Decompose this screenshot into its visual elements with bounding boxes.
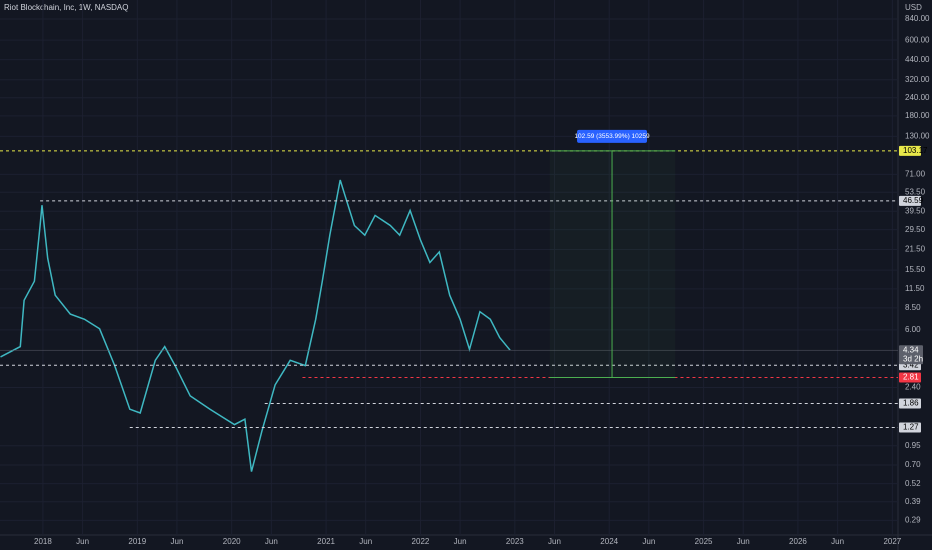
price-line: [0, 179, 511, 472]
level-tag: [899, 398, 921, 409]
y-tick-label: 71.00: [905, 170, 926, 179]
axis: 2018 Jun 2019 Jun 2020 Jun 2021 Jun 2022 Jun 2023 J…: [34, 14, 930, 546]
chart-title: Riot Blockchain, Inc, 1W, NASDAQ: [4, 3, 129, 12]
level-tag-label: 1.27: [903, 423, 919, 432]
y-tick-label: 440.00: [905, 55, 930, 64]
level-tag-label: 1.86: [903, 399, 919, 408]
y-tick-label: 15.50: [905, 265, 926, 274]
x-tick-label: 2021: [317, 537, 335, 546]
x-tick-label: Jun: [454, 537, 467, 546]
y-tick-label: 600.00: [905, 35, 930, 44]
y-tick-label: 130.00: [905, 131, 930, 140]
y-tick-label: 2.40: [905, 383, 921, 392]
x-tick-label: 2020: [223, 537, 241, 546]
y-tick-label: 320.00: [905, 75, 930, 84]
y-tick-label: 21.50: [905, 245, 926, 254]
x-tick-label: Jun: [171, 537, 184, 546]
level-tag: [899, 195, 921, 206]
level-tag: [899, 422, 921, 433]
measure-tooltip: [577, 129, 648, 143]
x-tick-label: 2018: [34, 537, 52, 546]
grid: [0, 0, 898, 535]
y-tick-label: 0.39: [905, 497, 921, 506]
x-tick-label: Jun: [548, 537, 561, 546]
y-tick-label: 6.00: [905, 325, 921, 334]
y-tick-label: 29.50: [905, 225, 926, 234]
x-tick-label: Jun: [642, 537, 655, 546]
last-price-label: 4.34: [903, 345, 919, 354]
level-tag-label: 2.81: [903, 373, 919, 382]
level-tag: [899, 372, 921, 383]
last-price-tag: [899, 345, 923, 365]
y-tick-label: 0.95: [905, 441, 921, 450]
x-tick-label: Jun: [359, 537, 372, 546]
y-tick-label: 840.00: [905, 14, 930, 23]
x-tick-label: 2022: [412, 537, 430, 546]
level-tag-label: 103.17: [903, 146, 928, 155]
y-tick-label: 0.29: [905, 516, 921, 525]
x-tick-label: 2027: [883, 537, 901, 546]
x-tick-label: 2019: [128, 537, 146, 546]
plot: 102.59 (3553.99%) 10259: [0, 129, 898, 472]
x-tick-label: 2026: [789, 537, 807, 546]
x-tick-label: Jun: [76, 537, 89, 546]
currency: USD: [905, 3, 922, 12]
y-tick-label: 180.00: [905, 111, 930, 120]
x-tick-label: 2024: [600, 537, 618, 546]
countdown-label: 3d 2h: [903, 354, 923, 363]
x-tick-label: Jun: [831, 537, 844, 546]
y-tick-label: 0.52: [905, 479, 921, 488]
level-tag-label: 46.59: [903, 196, 924, 205]
x-tick-label: 2023: [506, 537, 524, 546]
level-tag-label: 3.42: [903, 360, 919, 369]
measure-tooltip-label: 102.59 (3553.99%) 10259: [574, 133, 650, 140]
x-tick-label: Jun: [265, 537, 278, 546]
x-tick-label: Jun: [737, 537, 750, 546]
y-tick-label: 8.50: [905, 303, 921, 312]
y-tick-label: 240.00: [905, 93, 930, 102]
y-tick-label: 39.50: [905, 206, 926, 215]
y-tick-label: 0.70: [905, 460, 921, 469]
x-tick-label: 2025: [695, 537, 713, 546]
y-tick-label: 53.50: [905, 187, 926, 196]
level-tag: [899, 145, 921, 156]
y-tick-label: 11.50: [905, 284, 925, 293]
